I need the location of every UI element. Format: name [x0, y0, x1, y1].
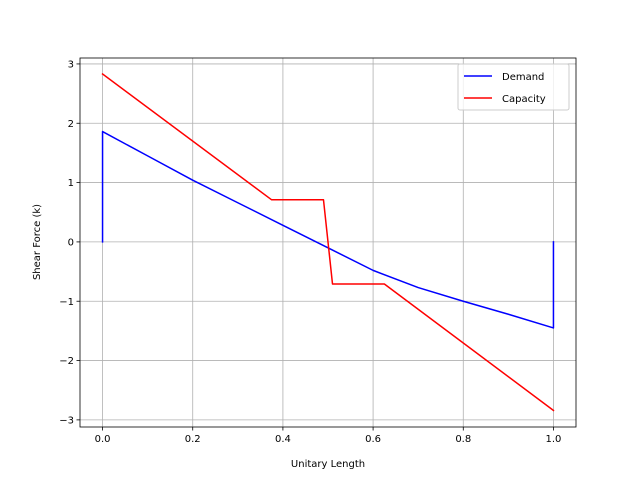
x-tick-label: 0.4: [275, 434, 291, 445]
x-tick-label: 1.0: [546, 434, 562, 445]
x-tick-label: 0.6: [365, 434, 381, 445]
y-tick-label: 2: [68, 119, 74, 130]
plot-frame: [79, 57, 577, 428]
x-tick-label: 0.8: [455, 434, 471, 445]
y-tick-label: −1: [59, 297, 74, 308]
y-tick-label: −3: [59, 415, 74, 426]
axis-ticks: 0.0 0.2 0.4 0.6 0.8 1.0 −3 −2 −1 0 1 2 3: [59, 60, 561, 445]
y-tick-label: 0: [68, 238, 74, 249]
x-tick-label: 0.0: [95, 434, 111, 445]
y-tick-label: 1: [68, 178, 74, 189]
y-tick-label: −2: [59, 356, 74, 367]
legend-label-demand: Demand: [502, 72, 544, 83]
x-tick-label: 0.2: [185, 434, 201, 445]
y-axis-label: Shear Force (k): [32, 204, 43, 280]
legend: Demand Capacity: [457, 63, 570, 111]
series-line-capacity: [101, 72, 555, 412]
x-axis-label: Unitary Length: [291, 459, 365, 470]
series-lines: [101, 72, 555, 412]
grid-lines: [80, 58, 576, 427]
legend-label-capacity: Capacity: [502, 94, 546, 105]
y-tick-label: 3: [68, 60, 74, 71]
